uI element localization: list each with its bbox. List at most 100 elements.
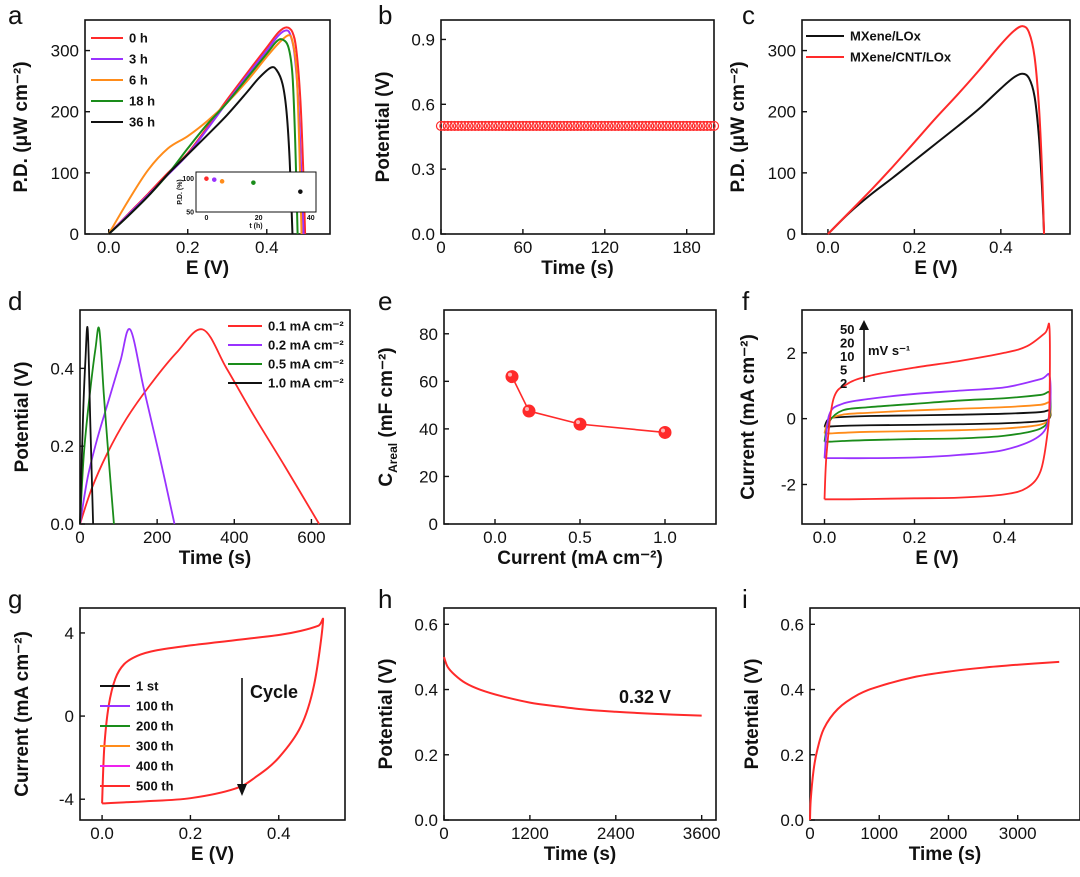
y-tick-label: 0.3 — [411, 160, 435, 179]
data-point — [685, 120, 696, 132]
data-point — [572, 120, 583, 132]
data-point — [661, 120, 672, 132]
data-point — [500, 120, 511, 132]
panel-i: i 0 1000 2000 3000 0.0 0.2 0.4 0.6 Time (s) Potent… — [742, 584, 1080, 865]
inset-y-tick-label: 100 — [182, 176, 194, 183]
data-point — [555, 120, 566, 132]
data-point — [446, 120, 457, 132]
data-point — [657, 120, 668, 132]
data-point — [473, 120, 484, 132]
y-axis-label: Potential (V) — [373, 72, 394, 183]
x-tick-label: 0.4 — [267, 824, 291, 843]
panel-letter: e — [378, 286, 392, 316]
data-point — [603, 120, 614, 132]
inset-point — [297, 188, 304, 195]
y-tick-label: 0.4 — [50, 359, 74, 378]
data-point — [667, 120, 679, 132]
data-point — [573, 417, 587, 431]
plot-frame — [809, 607, 1080, 821]
plot-frame — [79, 607, 346, 821]
data-point — [678, 120, 689, 132]
data-point — [592, 120, 604, 132]
data-point — [442, 120, 453, 132]
voltage-annotation: 0.32 V — [619, 687, 671, 707]
cv-loop-50 — [823, 322, 1051, 501]
data-point — [466, 120, 477, 132]
panel-f: f 0.0 0.2 0.4 -2 0 2 E (V) Current (mA cm⁻²) 5020… — [738, 286, 1073, 569]
data-point — [439, 120, 450, 132]
legend-label: 5 — [840, 363, 847, 378]
data-point — [522, 404, 536, 418]
panel-letter: g — [8, 584, 22, 614]
data-point — [435, 120, 447, 132]
data-point — [514, 120, 525, 132]
y-tick-label: 0.0 — [780, 811, 804, 830]
inset-x-tick-label: 20 — [255, 215, 263, 222]
y-tick-label: 0 — [70, 225, 79, 244]
inset-point — [203, 175, 210, 182]
x-tick-label: 0 — [75, 528, 84, 547]
data-point — [702, 120, 713, 132]
data-point — [487, 120, 498, 132]
data-point — [579, 120, 590, 132]
x-tick-label: 0.2 — [903, 528, 927, 547]
data-point — [599, 120, 610, 132]
y-tick-label: 0 — [429, 515, 438, 534]
y-tick-label: 20 — [419, 467, 438, 486]
legend-label: 0.5 mA cm⁻² — [268, 357, 344, 372]
legend-label: 20 — [840, 336, 854, 351]
data-point — [589, 120, 600, 132]
data-point — [497, 120, 508, 132]
recovery-curve — [809, 660, 1060, 821]
data-point — [568, 120, 580, 132]
data-point — [493, 120, 505, 132]
data-point — [705, 120, 716, 132]
data-point-highlight — [576, 420, 580, 425]
y-tick-label: 200 — [51, 103, 79, 122]
legend-label: MXene/LOx — [850, 29, 922, 44]
data-point — [476, 120, 488, 132]
data-point — [620, 120, 631, 132]
y-tick-label: -4 — [59, 790, 74, 809]
data-point — [548, 120, 559, 132]
legend-label: 36 h — [129, 115, 155, 130]
series-line-1 — [79, 328, 320, 525]
y-tick-label: 40 — [419, 420, 438, 439]
cycle-arrow-head — [237, 784, 247, 796]
cv-loop-5 — [823, 401, 1052, 435]
data-point — [545, 120, 556, 132]
series-line-6h — [107, 34, 303, 235]
data-point — [551, 120, 563, 132]
data-point — [558, 120, 569, 132]
plot-frame — [440, 19, 715, 235]
data-point — [681, 120, 692, 132]
x-tick-label: 0.2 — [903, 238, 927, 257]
inset-x-axis-label: t (h) — [249, 223, 262, 230]
legend-label: 200 th — [136, 719, 174, 734]
y-tick-label: 0.6 — [411, 95, 435, 114]
data-point — [470, 120, 481, 132]
data-point — [541, 120, 552, 132]
x-axis-label: Time (s) — [544, 844, 617, 865]
y-tick-label: 0 — [787, 410, 796, 429]
panel-e: e 0.0 0.5 1.0 0 20 40 60 80 Current (mA cm⁻²) CAre… — [376, 286, 717, 569]
plot-frame — [801, 19, 1071, 235]
data-point — [456, 120, 467, 132]
legend-label: 0.1 mA cm⁻² — [268, 319, 344, 334]
x-tick-label: 0.2 — [176, 238, 200, 257]
data-point — [565, 120, 576, 132]
data-point — [698, 120, 709, 132]
y-tick-label: 0.6 — [780, 615, 804, 634]
x-tick-label: 0.4 — [255, 238, 279, 257]
x-axis-label: Current (mA cm⁻²) — [497, 548, 663, 569]
data-point — [582, 120, 593, 132]
scan-rate-arrow-head — [859, 320, 869, 330]
data-point — [674, 120, 685, 132]
data-point — [531, 120, 542, 132]
data-point — [507, 120, 518, 132]
data-point — [671, 120, 682, 132]
x-tick-label: 0.4 — [989, 238, 1013, 257]
data-point — [609, 120, 621, 132]
y-tick-label: 0.0 — [411, 225, 435, 244]
data-point — [623, 120, 634, 132]
